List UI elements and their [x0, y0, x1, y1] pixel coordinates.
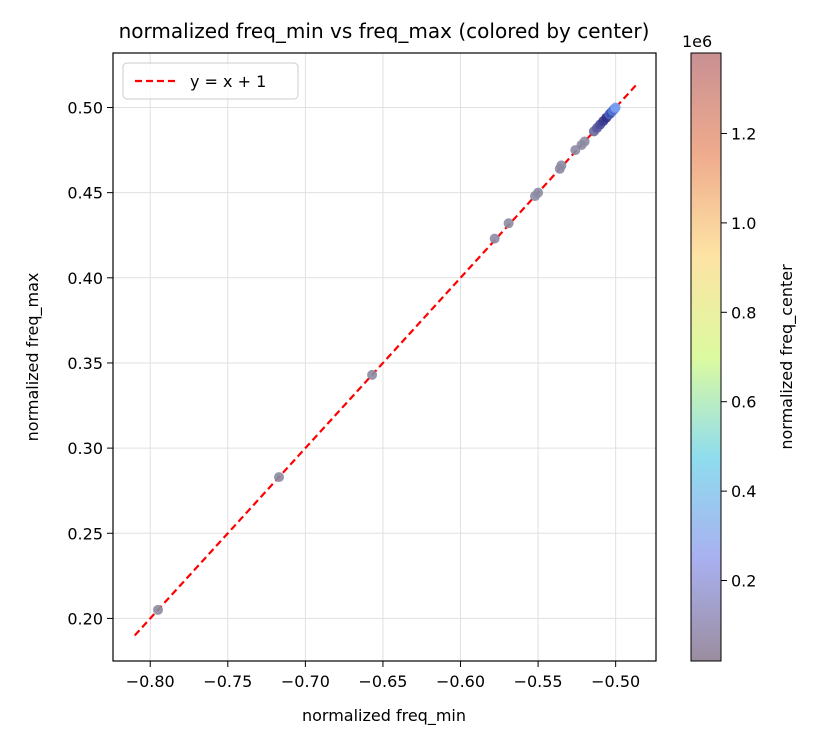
scatter-point [610, 102, 621, 113]
colorbar-tick-label: 0.6 [731, 393, 756, 412]
x-tick-label: −0.70 [281, 672, 330, 691]
x-axis-ticks: −0.80 −0.75 −0.70 −0.65 −0.60 −0.55 −0.50 [126, 661, 640, 691]
colorbar-frame [690, 52, 722, 662]
x-tick-label: −0.60 [436, 672, 485, 691]
scatter-points [152, 102, 621, 615]
colorbar-tick-label: 1.2 [731, 124, 756, 143]
y-axis-label: normalized freq_max [23, 273, 43, 442]
colorbar-gradient [691, 53, 721, 661]
chart-title: normalized freq_min vs freq_max (colored… [119, 19, 650, 43]
plot-frame [112, 52, 657, 662]
colorbar-tick-label: 0.8 [731, 303, 756, 322]
y-tick-label: 0.50 [67, 98, 103, 117]
colorbar-offset-text: 1e6 [682, 32, 712, 51]
colorbar-tick-label: 0.2 [731, 572, 756, 591]
scatter-point [489, 233, 500, 244]
legend: y = x + 1 [122, 62, 299, 100]
y-tick-label: 0.35 [67, 354, 103, 373]
scatter-point [503, 218, 514, 229]
x-axis-label: normalized freq_min [302, 706, 466, 726]
y-tick-label: 0.30 [67, 439, 103, 458]
scatter-point [556, 160, 567, 171]
colorbar-tick-label: 0.4 [731, 482, 756, 501]
colorbar-label: normalized freq_center [777, 264, 797, 450]
x-tick-label: −0.65 [358, 672, 407, 691]
legend-label: y = x + 1 [190, 72, 266, 91]
reference-line-group [133, 82, 639, 637]
reference-line [133, 82, 639, 637]
scatter-point [367, 369, 378, 380]
y-tick-label: 0.25 [67, 524, 103, 543]
y-tick-label: 0.40 [67, 269, 103, 288]
x-tick-label: −0.80 [126, 672, 175, 691]
scatter-point [274, 472, 285, 483]
colorbar-tick-label: 1.0 [731, 214, 756, 233]
x-tick-label: −0.55 [514, 672, 563, 691]
scatter-point [579, 136, 590, 147]
colorbar-ticks: 0.2 0.4 0.6 0.8 1.0 1.2 [721, 124, 756, 591]
grid-lines [113, 53, 656, 661]
y-tick-label: 0.45 [67, 184, 103, 203]
legend-box [122, 62, 299, 100]
scatter-point [152, 604, 163, 615]
x-tick-label: −0.75 [203, 672, 252, 691]
y-axis-ticks: 0.20 0.25 0.30 0.35 0.40 0.45 0.50 [67, 98, 113, 628]
y-tick-label: 0.20 [67, 609, 103, 628]
scatter-point [533, 187, 544, 198]
x-tick-label: −0.50 [591, 672, 640, 691]
